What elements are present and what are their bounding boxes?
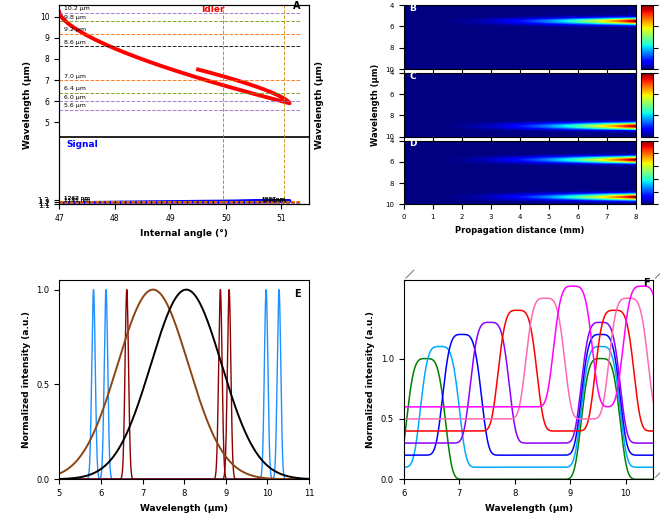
Y-axis label: Wavelength (μm): Wavelength (μm) (370, 64, 380, 146)
Text: 1262 nm: 1262 nm (64, 196, 90, 201)
Y-axis label: Wavelength (μm): Wavelength (μm) (23, 61, 32, 149)
Text: 1151 nm: 1151 nm (64, 199, 90, 203)
Text: 8.6 μm: 8.6 μm (64, 40, 86, 45)
Text: 7.0 μm: 7.0 μm (64, 74, 86, 79)
Text: Signal: Signal (66, 141, 98, 150)
Text: 1170nm: 1170nm (262, 198, 286, 203)
Text: D: D (409, 140, 416, 148)
Y-axis label: Wavelength (μm): Wavelength (μm) (315, 61, 323, 149)
Text: 1145 nm: 1145 nm (64, 199, 90, 203)
X-axis label: Wavelength (μm): Wavelength (μm) (140, 504, 228, 513)
Y-axis label: Normalized intensity (a.u.): Normalized intensity (a.u.) (366, 311, 376, 448)
Text: 10.2 μm: 10.2 μm (64, 6, 90, 11)
Text: 1207nm: 1207nm (262, 197, 286, 202)
Text: 5.6 μm: 5.6 μm (64, 103, 86, 108)
Y-axis label: Normalized intensity (a.u.): Normalized intensity (a.u.) (22, 311, 31, 448)
X-axis label: Propagation distance (mm): Propagation distance (mm) (455, 226, 584, 234)
X-axis label: Wavelength (μm): Wavelength (μm) (484, 504, 573, 513)
Text: C: C (409, 72, 416, 81)
Text: 1160nm: 1160nm (262, 198, 286, 203)
Text: 6.0 μm: 6.0 μm (64, 95, 86, 100)
Text: Idler: Idler (201, 5, 224, 14)
Text: A: A (294, 2, 301, 11)
Text: 1243 nm: 1243 nm (64, 196, 90, 201)
Text: 6.4 μm: 6.4 μm (64, 86, 86, 91)
Text: 9.8 μm: 9.8 μm (64, 15, 86, 20)
Text: B: B (409, 4, 416, 13)
X-axis label: Internal angle (°): Internal angle (°) (141, 229, 228, 238)
Text: E: E (294, 289, 301, 299)
Text: F: F (644, 278, 650, 288)
Text: 1227nm: 1227nm (262, 196, 286, 202)
Text: 9.2 μm: 9.2 μm (64, 28, 86, 32)
